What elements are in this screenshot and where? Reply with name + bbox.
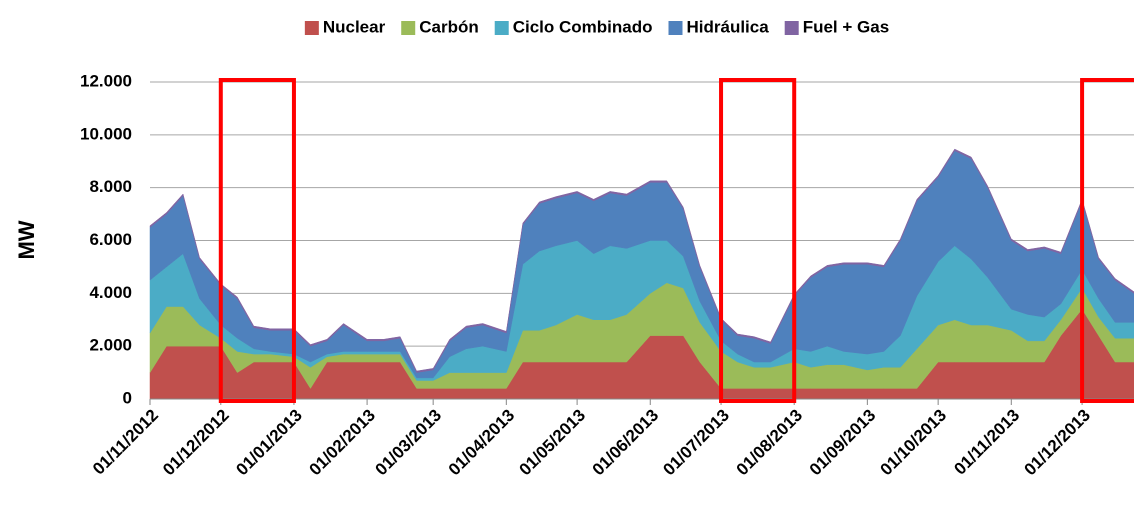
x-tick-label: 01/12/2013 [1020, 406, 1094, 480]
y-tick-label: 10.000 [80, 124, 132, 143]
highlight-box [218, 78, 296, 403]
x-tick-label: 01/05/2013 [516, 406, 590, 480]
legend-label: Hidráulica [687, 17, 770, 36]
x-tick-label: 01/04/2013 [445, 406, 519, 480]
y-tick-label: 4.000 [89, 283, 132, 302]
area [149, 148, 1134, 373]
legend-label: Ciclo Combinado [513, 17, 653, 36]
x-tick-label: 01/07/2013 [659, 406, 733, 480]
legend-label: Nuclear [323, 17, 386, 36]
legend-label: Fuel + Gas [803, 17, 889, 36]
x-tick-label: 01/11/2013 [950, 406, 1023, 479]
legend-swatch [401, 21, 416, 35]
y-tick-label: 2.000 [89, 336, 132, 355]
legend-label: Carbón [419, 17, 479, 36]
x-tick-label: 01/08/2013 [733, 406, 807, 480]
x-tick-label: 01/12/2012 [159, 406, 233, 480]
y-tick-label: 0 [123, 388, 132, 407]
highlights [218, 78, 1134, 403]
y-tick-label: 8.000 [89, 177, 132, 196]
highlight-box [719, 78, 797, 403]
y-tick-label: 12.000 [80, 71, 132, 90]
x-tick-label: 01/03/2013 [372, 406, 446, 480]
legend-swatch [784, 21, 799, 35]
legend-swatch [668, 21, 683, 35]
highlight-box [1080, 78, 1134, 403]
legend-swatch [304, 21, 319, 35]
y-axis-label: MW [14, 220, 39, 259]
y-tick-label: 6.000 [89, 230, 132, 249]
legend-swatch [494, 21, 509, 35]
legend: Nuclear Carbón Ciclo Combinado Hidráulica Fu… [304, 17, 889, 36]
x-tick-label: 01/09/2013 [806, 406, 880, 480]
x-tick-label: 01/11/2012 [89, 406, 162, 479]
x-tick-label: 01/06/2013 [589, 406, 663, 480]
x-tick-label: 01/01/2013 [232, 406, 306, 480]
x-tick-label: 01/02/2013 [305, 406, 379, 480]
x-tick-label: 01/10/2013 [877, 406, 951, 480]
